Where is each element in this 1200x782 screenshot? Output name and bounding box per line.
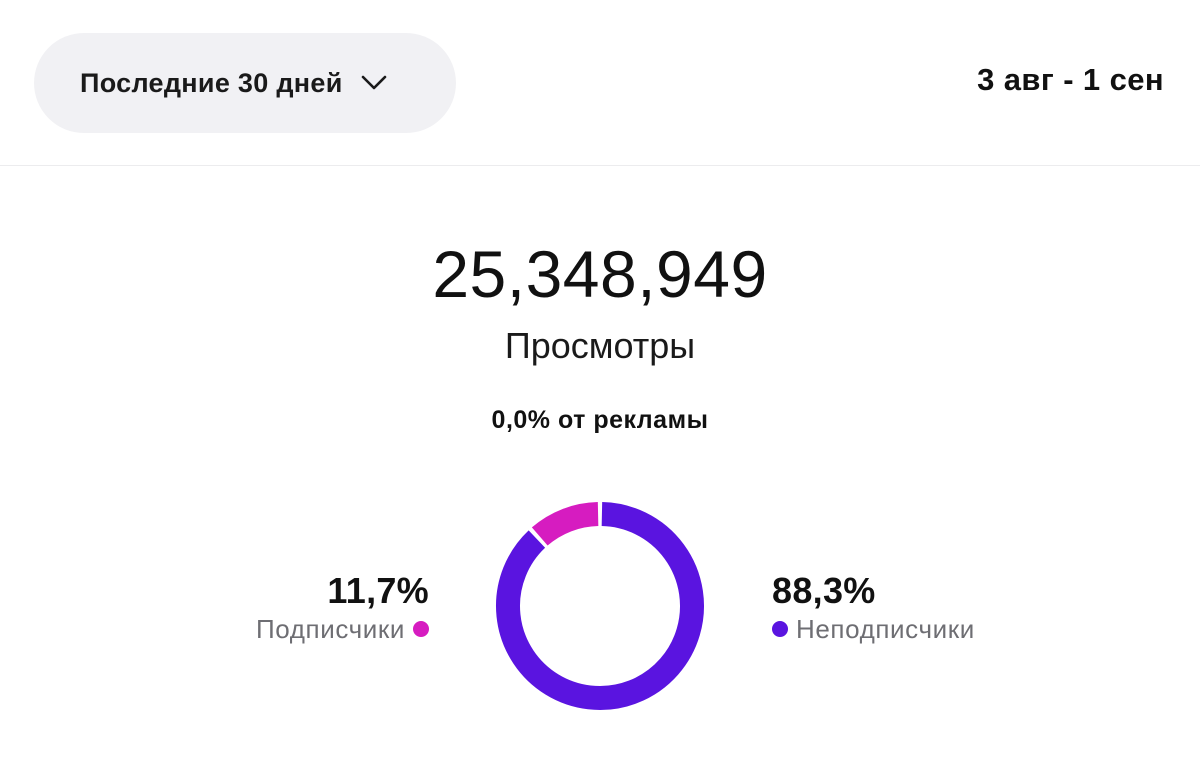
non-subscribers-dot-icon [772,621,788,637]
views-donut-chart [496,502,704,710]
period-dropdown[interactable]: Последние 30 дней [34,33,456,133]
legend-subscribers: 11,7% Подписчики [256,570,429,646]
views-label: Просмотры [504,325,696,366]
non-subscribers-percent: 88,3% [772,570,876,611]
subscribers-percent: 11,7% [327,570,429,611]
legend-non-subscribers: 88,3% Неподписчики [772,570,975,646]
subscribers-name: Подписчики [255,614,405,644]
donut-slice-non-subscribers [496,502,704,710]
non-subscribers-name: Неподписчики [796,614,975,644]
views-count: 25,348,949 [432,237,768,311]
non-subscribers-legend-label: Неподписчики [772,612,975,646]
period-dropdown-label: Последние 30 дней [80,67,343,98]
chevron-down-icon [361,75,386,90]
subscribers-legend-label: Подписчики [256,612,429,646]
subscribers-dot-icon [413,621,429,637]
date-range: 3 авг - 1 сен [977,62,1164,97]
ads-share: 0,0% от рекламы [491,406,709,434]
donut-slice-subscribers [531,502,599,546]
top-bar: Последние 30 дней 3 авг - 1 сен [0,0,1200,166]
